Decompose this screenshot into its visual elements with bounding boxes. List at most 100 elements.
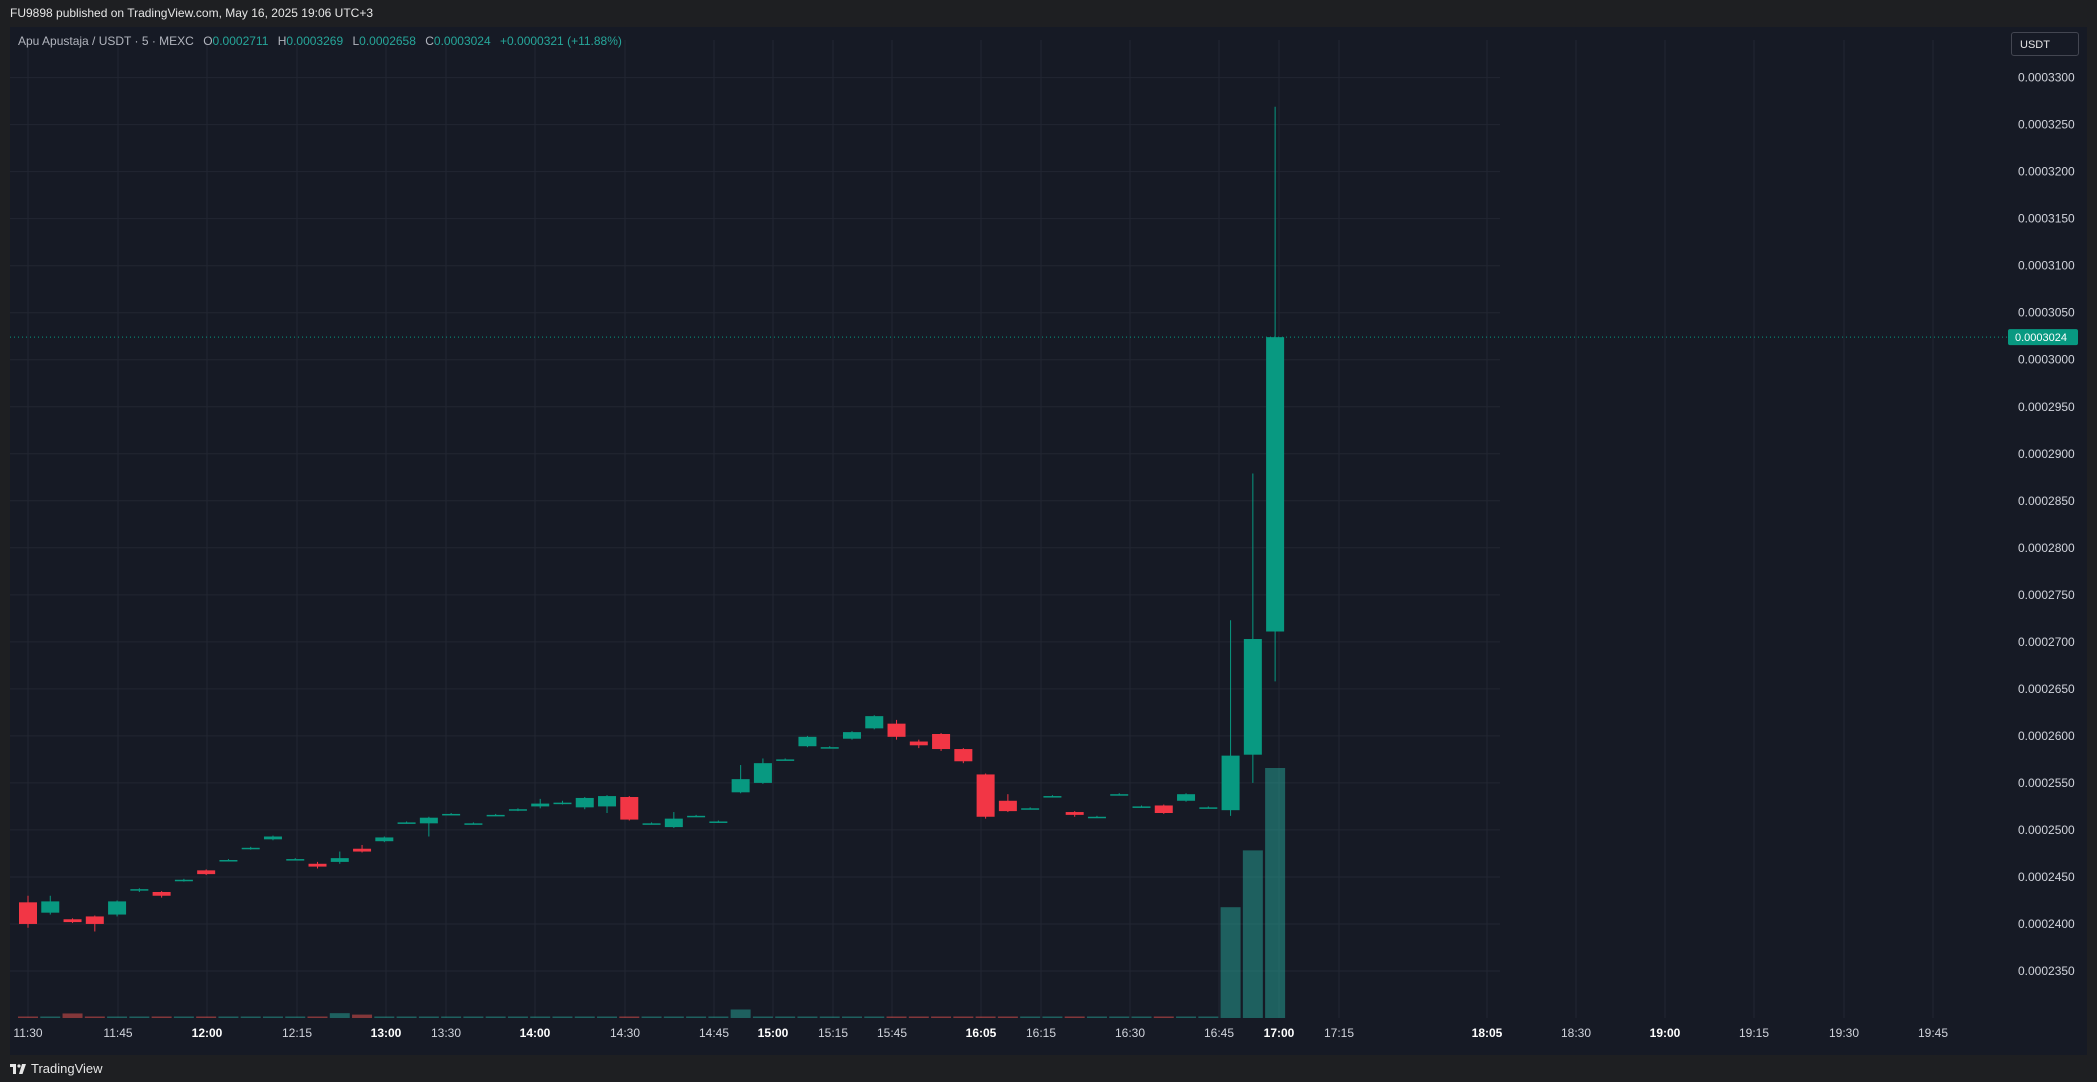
volume-bar bbox=[663, 1016, 684, 1018]
candle-body bbox=[130, 889, 149, 891]
time-tick-label: 17:15 bbox=[1324, 1026, 1354, 1040]
volume-bar bbox=[752, 1016, 773, 1018]
price-tick-label: 0.0002800 bbox=[2018, 541, 2075, 555]
candle-body bbox=[375, 837, 394, 842]
candle-body bbox=[932, 734, 951, 750]
price-tick-label: 0.0002400 bbox=[2018, 917, 2075, 931]
candle-body bbox=[865, 716, 884, 729]
volume-bar bbox=[775, 1016, 796, 1018]
time-tick-label: 18:30 bbox=[1561, 1026, 1591, 1040]
candle-body bbox=[241, 847, 260, 850]
volume-bar bbox=[396, 1016, 417, 1018]
candle-body bbox=[687, 815, 706, 818]
open-value: 0.0002711 bbox=[212, 34, 269, 48]
volume-bar bbox=[173, 1016, 194, 1018]
volume-bar bbox=[1042, 1016, 1063, 1018]
candle-body bbox=[1065, 812, 1084, 815]
time-tick-label: 13:00 bbox=[371, 1026, 402, 1040]
volume-bar bbox=[1176, 1016, 1197, 1018]
candle-body bbox=[1021, 808, 1040, 810]
time-tick-label: 12:00 bbox=[192, 1026, 223, 1040]
volume-bar bbox=[619, 1016, 640, 1018]
high-label: H bbox=[277, 34, 287, 48]
chart-area[interactable] bbox=[10, 27, 2087, 1055]
price-tick-label: 0.0003050 bbox=[2018, 306, 2075, 320]
candle-body bbox=[442, 813, 461, 816]
time-tick-label: 16:15 bbox=[1026, 1026, 1056, 1040]
price-tick-label: 0.0002550 bbox=[2018, 776, 2075, 790]
candle-body bbox=[464, 823, 483, 825]
volume-bar bbox=[507, 1016, 528, 1018]
volume-bar bbox=[107, 1016, 128, 1018]
volume-bar bbox=[307, 1016, 328, 1018]
volume-bar bbox=[574, 1016, 595, 1018]
volume-bar bbox=[686, 1016, 707, 1018]
volume-bar bbox=[886, 1016, 907, 1018]
candle-body bbox=[486, 814, 505, 817]
published-text: FU9898 published on TradingView.com, May… bbox=[10, 6, 373, 20]
volume-bar bbox=[641, 1016, 662, 1018]
volume-bar bbox=[975, 1016, 996, 1018]
price-tick-label: 0.0002600 bbox=[2018, 729, 2075, 743]
candle-body bbox=[1221, 755, 1240, 811]
volume-bar bbox=[240, 1016, 261, 1018]
volume-bar bbox=[530, 1016, 551, 1018]
volume-bar bbox=[908, 1016, 929, 1018]
time-tick-label: 19:30 bbox=[1829, 1026, 1859, 1040]
volume-bar bbox=[40, 1016, 61, 1018]
candle-body bbox=[1177, 794, 1196, 801]
candle-body bbox=[286, 859, 305, 861]
candle-body bbox=[998, 800, 1017, 812]
candle-body bbox=[85, 916, 104, 924]
price-tick-label: 0.0002750 bbox=[2018, 588, 2075, 602]
currency-button[interactable]: USDT bbox=[2011, 32, 2079, 56]
price-tick-label: 0.0003250 bbox=[2018, 118, 2075, 132]
volume-bar bbox=[62, 1013, 83, 1018]
time-tick-label: 19:15 bbox=[1739, 1026, 1769, 1040]
candle-body bbox=[41, 901, 60, 913]
volume-bar bbox=[953, 1016, 974, 1018]
price-tick-label: 0.0002900 bbox=[2018, 447, 2075, 461]
close-label: C bbox=[425, 34, 434, 48]
volume-bar bbox=[819, 1016, 840, 1018]
price-tick-label: 0.0003300 bbox=[2018, 71, 2075, 85]
last-price-label: 0.0003024 bbox=[2015, 332, 2067, 344]
volume-bar bbox=[730, 1009, 751, 1018]
candle-body bbox=[197, 870, 216, 875]
candle-body bbox=[219, 860, 238, 862]
volume-bar bbox=[84, 1016, 105, 1018]
candle-body bbox=[642, 823, 661, 825]
candle-body bbox=[1154, 805, 1173, 813]
volume-bar bbox=[18, 1016, 38, 1018]
candle-body bbox=[174, 879, 193, 882]
price-tick-label: 0.0002650 bbox=[2018, 682, 2075, 696]
time-tick-label: 16:05 bbox=[966, 1026, 997, 1040]
volume-bar bbox=[196, 1016, 217, 1018]
footer-bar: TradingView bbox=[0, 1055, 2097, 1082]
candle-body bbox=[419, 817, 438, 824]
volume-bar bbox=[262, 1016, 283, 1018]
volume-bar bbox=[151, 1016, 172, 1018]
high-value: 0.0003269 bbox=[286, 34, 344, 48]
time-tick-label: 11:30 bbox=[13, 1026, 42, 1040]
candle-body bbox=[798, 736, 817, 747]
candle-body bbox=[330, 858, 349, 862]
candle-body bbox=[709, 821, 728, 823]
low-label: L bbox=[352, 34, 360, 48]
tradingview-logo-icon bbox=[10, 1063, 26, 1074]
time-tick-label: 14:45 bbox=[699, 1026, 729, 1040]
volume-bar bbox=[1109, 1016, 1130, 1018]
volume-bar bbox=[864, 1016, 885, 1018]
time-tick-label: 17:00 bbox=[1264, 1026, 1295, 1040]
candle-body bbox=[1043, 796, 1062, 798]
tradingview-logo[interactable]: TradingView bbox=[10, 1061, 103, 1076]
candle-body bbox=[731, 779, 750, 793]
volume-bar bbox=[374, 1016, 395, 1018]
time-tick-label: 14:00 bbox=[520, 1026, 551, 1040]
volume-bar bbox=[997, 1016, 1018, 1018]
time-tick-label: 19:00 bbox=[1650, 1026, 1681, 1040]
candle-body bbox=[1087, 816, 1106, 819]
low-value: 0.0002658 bbox=[359, 34, 416, 48]
candle-body bbox=[108, 901, 127, 915]
